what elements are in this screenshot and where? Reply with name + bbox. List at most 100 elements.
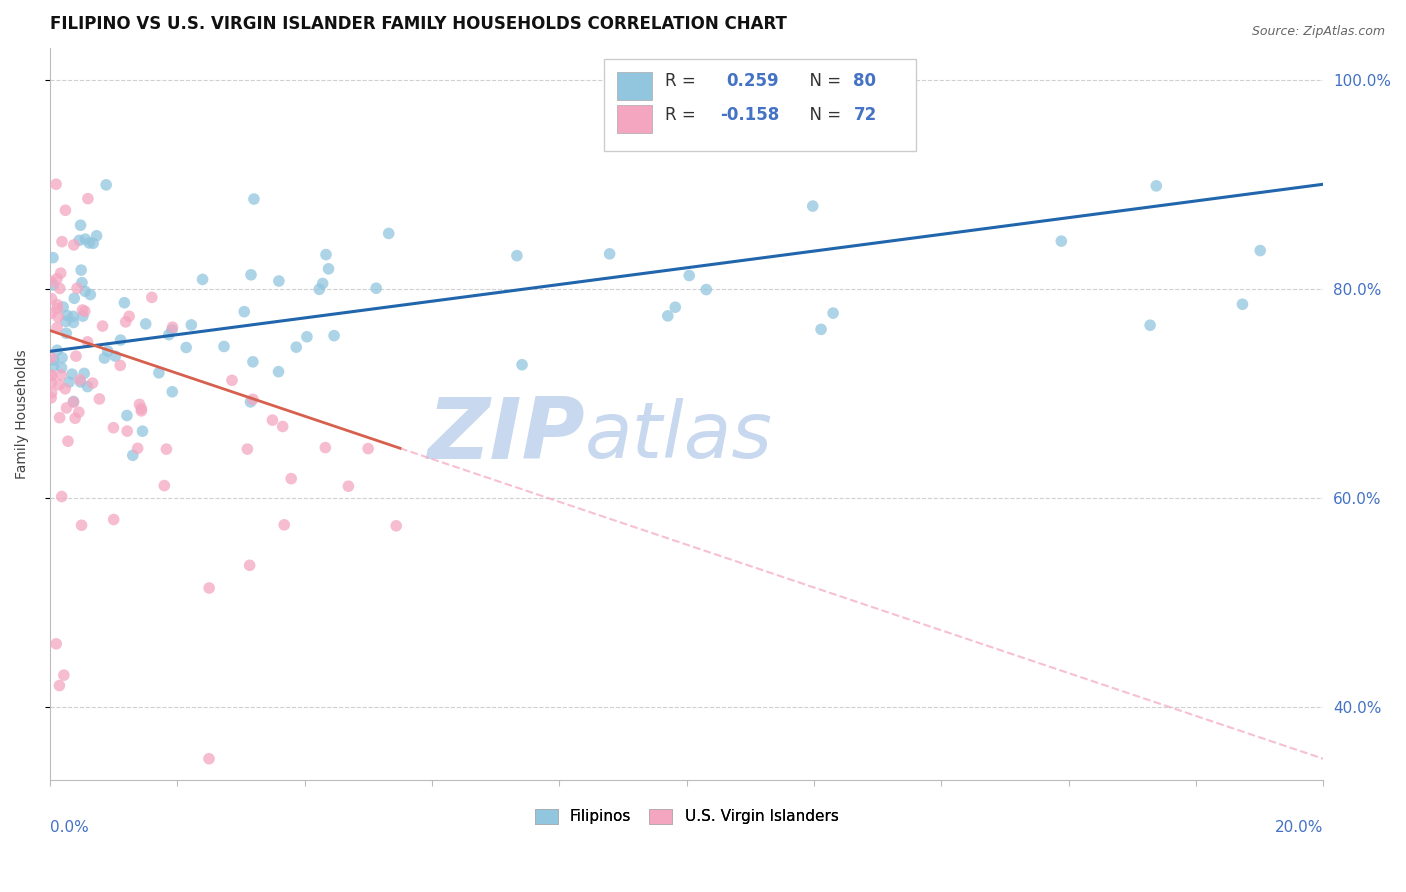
Point [357,442,380,456]
Point [62,238,84,252]
Point [112,295,135,310]
Point [48,410,70,425]
Point [155,442,177,457]
Point [510,358,533,372]
Point [148,366,170,380]
Point [377,227,399,241]
Point [115,424,138,438]
Point [318,261,340,276]
Point [128,397,150,411]
Point [55,314,77,328]
Text: FILIPINO VS U.S. VIRGIN ISLANDER FAMILY HOUSEHOLDS CORRELATION CHART: FILIPINO VS U.S. VIRGIN ISLANDER FAMILY … [49,15,787,33]
Point [115,409,138,423]
Point [51,351,73,365]
Point [212,339,235,353]
Point [695,283,717,297]
Point [39,306,62,320]
Point [162,384,184,399]
Point [41,292,63,306]
Point [337,479,360,493]
Point [60,367,83,381]
Text: R =: R = [665,71,706,89]
Point [76,334,98,349]
Point [65,349,87,363]
Point [48,679,70,693]
Point [664,300,686,314]
Point [55,203,77,218]
Point [46,272,69,286]
Point [308,282,330,296]
Point [240,268,263,282]
Point [93,351,115,365]
Point [70,263,93,277]
Point [110,333,132,347]
Point [1232,297,1254,311]
Point [1139,318,1161,333]
FancyBboxPatch shape [603,60,915,151]
Point [135,317,157,331]
Point [103,420,125,434]
Point [1249,244,1271,258]
Point [160,323,183,337]
Point [62,394,84,409]
Point [131,401,153,416]
Point [46,310,69,324]
Point [127,442,149,456]
Point [141,290,163,304]
Legend: Filipinos, U.S. Virgin Islanders: Filipinos, U.S. Virgin Islanders [529,803,845,830]
Point [121,448,143,462]
Point [97,344,120,359]
Point [1050,234,1073,248]
Text: N =: N = [799,106,846,124]
Point [46,343,69,358]
Point [221,373,243,387]
Point [239,395,262,409]
Point [82,236,104,251]
Point [69,373,91,387]
Point [67,405,90,419]
Point [49,368,72,382]
Point [77,235,100,250]
Point [198,752,221,766]
Point [73,367,96,381]
Point [273,517,295,532]
Text: 0.0%: 0.0% [49,820,89,835]
Point [82,376,104,390]
Point [39,391,62,405]
Point [285,340,308,354]
Point [52,668,75,682]
Point [118,310,141,324]
Point [267,274,290,288]
Text: ZIP: ZIP [427,394,585,477]
Point [42,359,65,373]
FancyBboxPatch shape [616,72,652,100]
Point [77,192,100,206]
Point [72,309,94,323]
Point [162,320,184,334]
Point [86,228,108,243]
Text: 80: 80 [853,71,876,89]
Point [73,304,96,318]
Point [48,377,70,392]
Point [678,268,700,283]
Point [657,309,679,323]
Point [55,326,77,341]
Point [239,558,262,573]
Point [280,472,302,486]
Point [157,327,180,342]
Point [45,178,67,192]
Point [110,359,132,373]
Point [131,424,153,438]
Point [39,368,62,383]
Point [262,413,284,427]
Point [58,375,80,389]
Point [62,310,84,324]
Point [69,375,91,389]
Point [233,304,256,318]
Point [75,232,97,246]
Point [323,328,346,343]
Point [46,298,69,312]
Point [56,434,79,449]
Point [49,266,72,280]
Point [295,330,318,344]
